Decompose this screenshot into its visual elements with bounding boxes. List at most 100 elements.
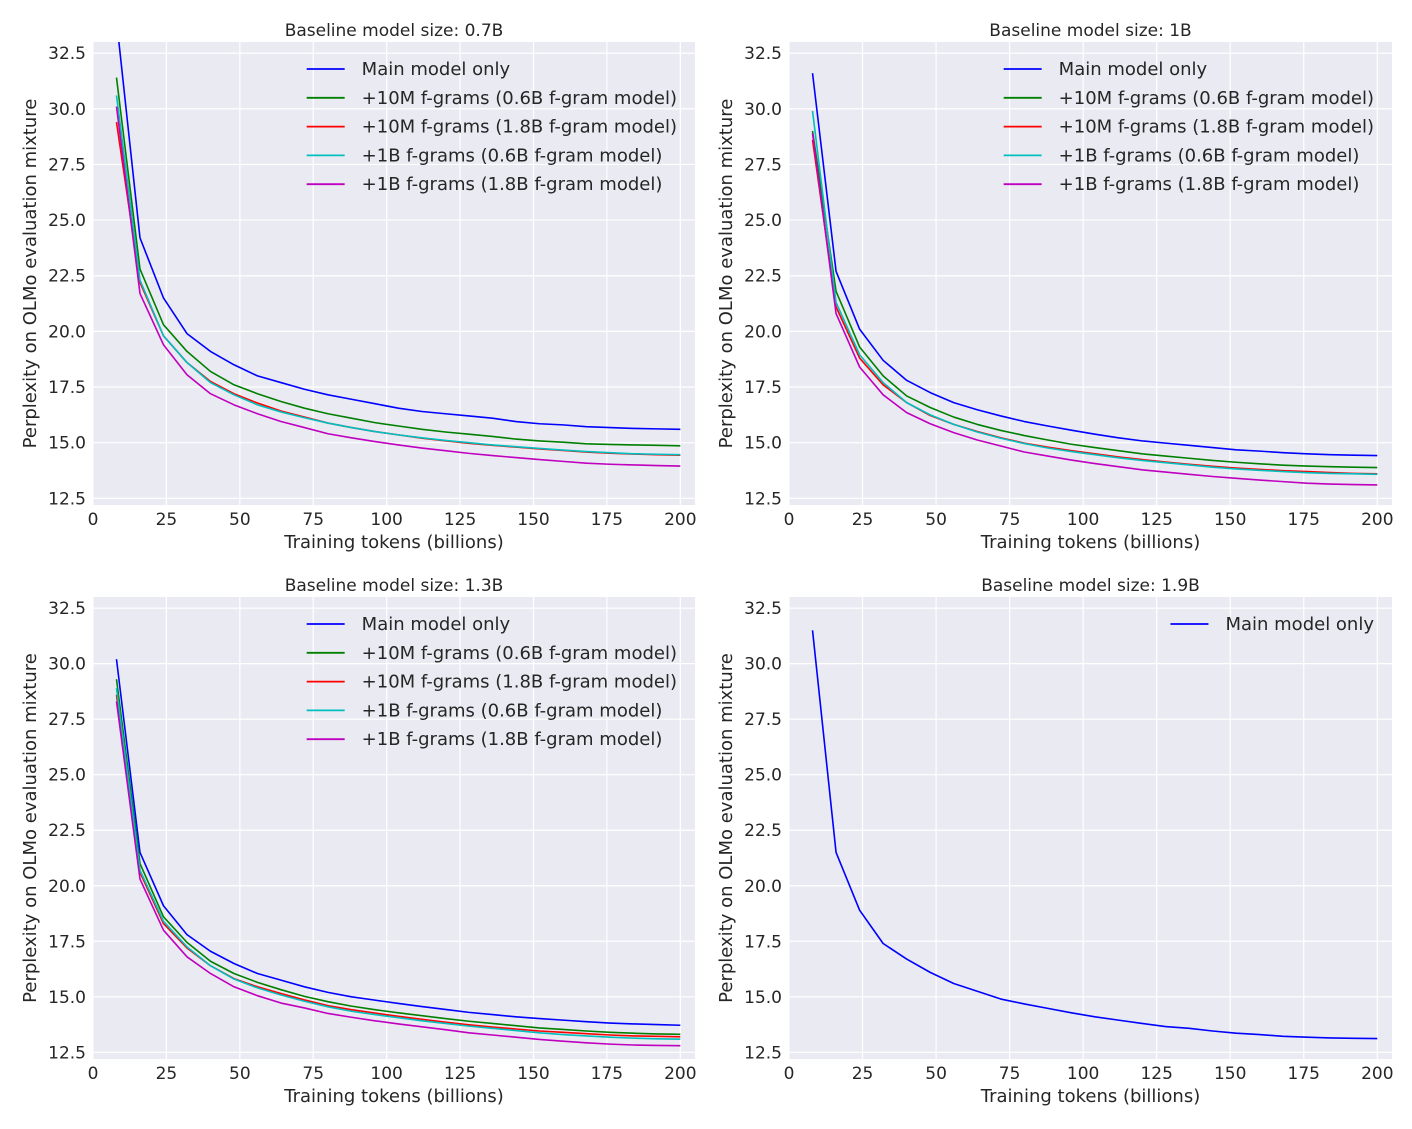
x-tick-label: 175 — [591, 510, 623, 530]
legend-label: +1B f-grams (1.8B f-gram model) — [362, 174, 663, 195]
series-line-4 — [115, 95, 681, 456]
x-tick-label: 125 — [444, 510, 476, 530]
legend: Main model only +10M f-grams (0.6B f-gram… — [1003, 59, 1374, 195]
x-tick-label: 25 — [852, 510, 874, 530]
legend-label: +10M f-grams (1.8B f-gram model) — [362, 117, 677, 138]
legend: Main model only — [1170, 614, 1374, 635]
legend-label: +10M f-grams (0.6B f-gram model) — [362, 88, 677, 109]
y-tick-label: 25.0 — [744, 766, 782, 786]
x-tick-label: 75 — [999, 1064, 1021, 1084]
x-tick-label: 25 — [852, 1064, 874, 1084]
legend-label: +10M f-grams (0.6B f-gram model) — [1059, 88, 1374, 109]
series-line-5 — [115, 701, 681, 1047]
y-tick-label: 12.5 — [48, 1043, 86, 1063]
chart-panel-4: 0 25 50 75 100 125 150 175 200 12.5 15.0 17.5 20.0 22… — [716, 576, 1394, 1107]
legend-label: +1B f-grams (0.6B f-gram model) — [1059, 145, 1360, 166]
chart-title: Baseline model size: 0.7B — [285, 21, 504, 41]
legend-label: Main model only — [1059, 59, 1208, 80]
y-tick-label: 12.5 — [744, 1043, 782, 1063]
legend-label: +10M f-grams (1.8B f-gram model) — [362, 672, 677, 693]
y-tick-label: 20.0 — [48, 877, 86, 897]
x-tick-label: 150 — [517, 1064, 549, 1084]
x-axis-label: Training tokens (billions) — [980, 1086, 1200, 1107]
x-tick-label: 175 — [591, 1064, 623, 1084]
x-tick-label: 75 — [999, 510, 1021, 530]
y-tick-label: 27.5 — [48, 155, 86, 175]
chart-panel-3: 0 25 50 75 100 125 150 175 200 12.5 15.0 17.5 20.0 22… — [20, 576, 697, 1107]
y-tick-label: 30.0 — [48, 655, 86, 675]
legend: Main model only +10M f-grams (0.6B f-gram… — [306, 59, 677, 195]
x-tick-label: 100 — [1067, 510, 1099, 530]
x-tick-label: 50 — [925, 1064, 947, 1084]
series-line-2 — [115, 77, 681, 447]
y-tick-label: 32.5 — [744, 44, 782, 64]
x-tick-label: 75 — [302, 1064, 324, 1084]
x-tick-label: 100 — [370, 510, 402, 530]
x-tick-label: 175 — [1288, 510, 1320, 530]
x-tick-label: 200 — [664, 1064, 696, 1084]
y-tick-label: 20.0 — [744, 877, 782, 897]
x-tick-label: 0 — [88, 1064, 99, 1084]
x-tick-label: 125 — [1140, 1064, 1172, 1084]
x-tick-label: 100 — [1067, 1064, 1099, 1084]
x-tick-label: 25 — [156, 510, 178, 530]
x-tick-label: 125 — [1140, 510, 1172, 530]
y-tick-label: 17.5 — [744, 378, 782, 398]
series-line-1 — [811, 73, 1378, 457]
legend-label: Main model only — [362, 614, 511, 635]
y-tick-label: 27.5 — [48, 710, 86, 730]
x-tick-label: 200 — [664, 510, 696, 530]
y-tick-label: 17.5 — [48, 378, 86, 398]
y-tick-label: 17.5 — [744, 932, 782, 952]
y-tick-label: 15.0 — [744, 434, 782, 454]
y-tick-label: 32.5 — [48, 599, 86, 619]
y-tick-label: 25.0 — [48, 211, 86, 231]
y-tick-label: 30.0 — [744, 100, 782, 120]
x-tick-label: 200 — [1361, 1064, 1393, 1084]
chart-title: Baseline model size: 1.9B — [981, 576, 1200, 596]
y-tick-label: 20.0 — [744, 322, 782, 342]
series-line-2 — [811, 130, 1378, 469]
legend-label: Main model only — [362, 59, 511, 80]
x-tick-label: 0 — [784, 1064, 795, 1084]
plot-background — [789, 42, 1392, 505]
y-tick-label: 12.5 — [48, 489, 86, 509]
legend-label: +10M f-grams (0.6B f-gram model) — [362, 643, 677, 664]
x-tick-label: 50 — [925, 510, 947, 530]
x-tick-label: 0 — [88, 510, 99, 530]
x-tick-label: 150 — [517, 510, 549, 530]
y-tick-label: 12.5 — [744, 489, 782, 509]
legend-label: +1B f-grams (1.8B f-gram model) — [362, 729, 663, 750]
x-tick-label: 75 — [302, 510, 324, 530]
x-tick-label: 50 — [229, 510, 251, 530]
y-axis-label: Perplexity on OLMo evaluation mixture — [716, 653, 737, 1003]
y-axis-label: Perplexity on OLMo evaluation mixture — [20, 99, 41, 449]
y-tick-label: 22.5 — [744, 821, 782, 841]
y-tick-label: 30.0 — [744, 655, 782, 675]
plot-background — [789, 597, 1392, 1059]
chart-panel-1: 0 25 50 75 100 125 150 175 200 12.5 15.0 17.5 20.0 22… — [20, 21, 697, 553]
x-tick-label: 175 — [1288, 1064, 1320, 1084]
y-tick-label: 27.5 — [744, 155, 782, 175]
chart-panel-2: 0 25 50 75 100 125 150 175 200 12.5 15.0 17.5 20.0 22… — [716, 21, 1394, 553]
y-tick-label: 17.5 — [48, 932, 86, 952]
y-tick-label: 30.0 — [48, 100, 86, 120]
chart-title: Baseline model size: 1.3B — [285, 576, 504, 596]
y-tick-label: 22.5 — [744, 267, 782, 287]
legend-label: +10M f-grams (1.8B f-gram model) — [1059, 117, 1374, 138]
series-line-1 — [118, 42, 681, 431]
y-tick-label: 27.5 — [744, 710, 782, 730]
y-tick-label: 25.0 — [744, 211, 782, 231]
y-axis-label: Perplexity on OLMo evaluation mixture — [716, 99, 737, 449]
legend-label: +1B f-grams (0.6B f-gram model) — [362, 145, 663, 166]
series-line-4 — [811, 110, 1378, 476]
series-line-1 — [115, 659, 681, 1027]
x-tick-label: 50 — [229, 1064, 251, 1084]
x-tick-label: 0 — [784, 510, 795, 530]
legend-label: +1B f-grams (0.6B f-gram model) — [362, 700, 663, 721]
y-tick-label: 15.0 — [48, 434, 86, 454]
y-tick-label: 25.0 — [48, 766, 86, 786]
x-tick-label: 100 — [370, 1064, 402, 1084]
x-tick-label: 200 — [1361, 510, 1393, 530]
